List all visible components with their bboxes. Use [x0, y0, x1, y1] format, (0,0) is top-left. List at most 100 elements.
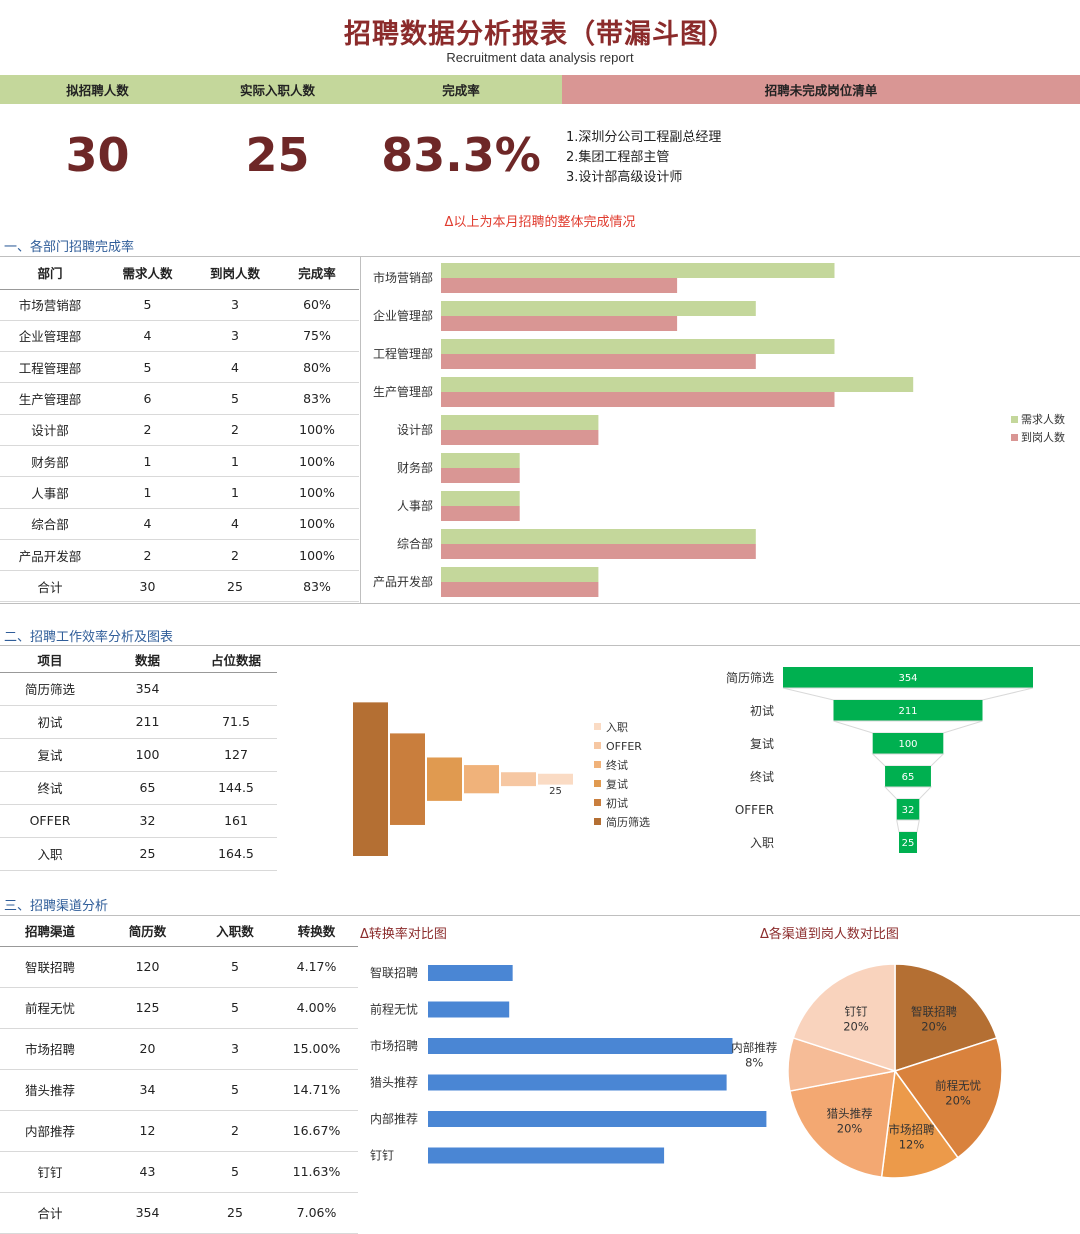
table-cell: 复试 — [0, 738, 100, 772]
table-cell: 120 — [100, 946, 195, 988]
table-cell: 5 — [195, 1069, 275, 1111]
table-cell: 14.71% — [275, 1069, 358, 1111]
table-header-cell: 入职数 — [195, 916, 275, 947]
section3-divider — [0, 915, 1080, 916]
efficiency-table: 项目 数据 占位数据 简历筛选 354 初试 211 71.5 复试 100 127 终试 65 144… — [0, 647, 277, 871]
kpi-planned-header: 拟招聘人数 — [0, 75, 195, 104]
waterfall-legend-label: 终试 — [606, 758, 628, 772]
funnel-bar — [899, 832, 917, 853]
chart1-category-label: 人事部 — [397, 498, 433, 513]
conv-category-label: 前程无忧 — [370, 1002, 418, 1017]
table-cell: 11.63% — [275, 1151, 358, 1193]
table-cell: 合计 — [0, 570, 100, 603]
funnel-value-label: 211 — [898, 706, 917, 717]
waterfall-bar — [353, 702, 388, 856]
kpi-actual-value: 25 — [245, 128, 310, 182]
funnel-connector — [883, 786, 933, 800]
table-cell: 100% — [275, 476, 359, 509]
funnel-category-label: 复试 — [750, 736, 774, 751]
chart1-bar-arrived — [441, 468, 520, 483]
table-cell: 6 — [100, 382, 195, 415]
table-cell: 终试 — [0, 771, 100, 805]
chart1-bar-demand — [441, 263, 835, 278]
table-cell: 内部推荐 — [0, 1110, 100, 1152]
table-row: 内部推荐 12 2 16.67% — [0, 1110, 358, 1152]
pie-slice — [880, 1069, 959, 1179]
chart1-category-label: 产品开发部 — [373, 574, 433, 589]
table-header-cell: 转换数 — [275, 916, 358, 947]
table-row: 生产管理部 6 5 83% — [0, 382, 359, 415]
table-row: 合计 354 25 7.06% — [0, 1192, 358, 1234]
table-row: 入职 25 164.5 — [0, 837, 277, 871]
table-cell: 4.17% — [275, 946, 358, 988]
chart1-category-label: 企业管理部 — [373, 308, 433, 323]
table-cell: 猎头推荐 — [0, 1069, 100, 1111]
table-cell: 100% — [275, 414, 359, 446]
funnel-category-label: 终试 — [750, 769, 774, 784]
funnel-bar — [872, 733, 944, 754]
table-header-cell: 简历数 — [100, 916, 195, 947]
table-cell: 2 — [195, 414, 275, 446]
table-cell: OFFER — [0, 804, 100, 838]
chart1-bar-demand — [441, 415, 599, 430]
table-cell: 4.00% — [275, 987, 358, 1029]
table-cell: 16.67% — [275, 1110, 358, 1152]
conv-category-label: 猎头推荐 — [370, 1076, 418, 1090]
table-cell: 161 — [195, 804, 277, 838]
table-row: 工程管理部 5 4 80% — [0, 351, 359, 384]
table-cell: 生产管理部 — [0, 382, 100, 415]
chart1-legend-swatch — [1011, 416, 1018, 423]
funnel-value-label: 25 — [902, 838, 915, 849]
table-cell: 164.5 — [195, 837, 277, 871]
chart1-legend-label: 需求人数 — [1021, 413, 1065, 426]
table-cell: 15.00% — [275, 1028, 358, 1070]
table-cell: 354 — [100, 672, 195, 706]
funnel-value-label: 100 — [898, 739, 917, 750]
table-cell: 211 — [100, 705, 195, 739]
chart1-legend-swatch — [1011, 434, 1018, 441]
pie-slice-percent: 20% — [837, 1121, 863, 1135]
table-cell: 市场营销部 — [0, 289, 100, 321]
kpi-planned-value: 30 — [65, 128, 130, 182]
chart1-left-border — [360, 257, 361, 603]
waterfall-legend-label: 入职 — [606, 721, 628, 734]
table-row: 钉钉 43 5 11.63% — [0, 1151, 358, 1193]
funnel-connector — [833, 720, 983, 734]
table-cell: 4 — [195, 351, 275, 384]
table-cell: 30 — [100, 570, 195, 603]
table-row: 市场营销部 5 3 60% — [0, 289, 359, 321]
funnel-connector — [896, 819, 920, 833]
kpi-note: Δ以上为本月招聘的整体完成情况 — [444, 215, 636, 230]
table-row: 终试 65 144.5 — [0, 771, 277, 805]
waterfall-legend-swatch — [594, 723, 601, 730]
funnel-value-label: 354 — [898, 673, 917, 684]
table-cell: 财务部 — [0, 445, 100, 478]
table-row: 财务部 1 1 100% — [0, 445, 359, 478]
chart1-bar-arrived — [441, 430, 599, 445]
chart1-bar-demand — [441, 567, 599, 582]
funnel-connector — [782, 687, 1034, 701]
conv-chart-title: Δ转换率对比图 — [360, 927, 447, 942]
table-row: 复试 100 127 — [0, 738, 277, 772]
chart1-bar-demand — [441, 529, 756, 544]
todo-item: 2.集团工程部主管 — [566, 150, 670, 165]
table-cell: 100% — [275, 445, 359, 478]
table-row: 设计部 2 2 100% — [0, 414, 359, 446]
table-header-cell: 数据 — [100, 647, 195, 673]
pie-slice-percent: 12% — [899, 1137, 925, 1151]
section3-title: 三、招聘渠道分析 — [4, 899, 109, 914]
chart1-bar-demand — [441, 339, 835, 354]
table-header-cell: 完成率 — [275, 257, 359, 290]
chart1-bar-arrived — [441, 278, 678, 293]
table-cell: 综合部 — [0, 508, 100, 540]
funnel-bar — [833, 700, 983, 721]
pie-slice — [792, 963, 896, 1073]
table-cell: 设计部 — [0, 414, 100, 446]
conv-bar — [428, 1001, 510, 1018]
table-row: 综合部 4 4 100% — [0, 508, 359, 540]
table-cell: 127 — [195, 738, 277, 772]
table-row: 人事部 1 1 100% — [0, 476, 359, 509]
table-row: 猎头推荐 34 5 14.71% — [0, 1069, 358, 1111]
table-row: OFFER 32 161 — [0, 804, 277, 838]
